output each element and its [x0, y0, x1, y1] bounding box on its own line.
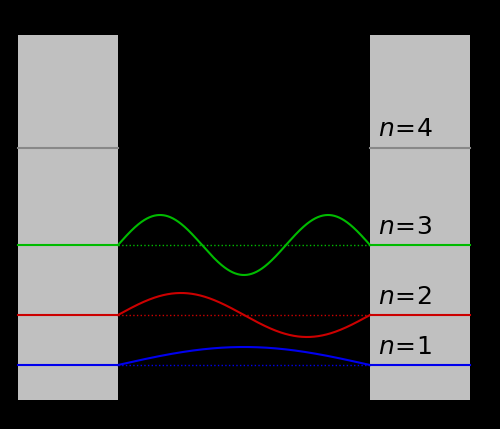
Text: $n\!=\!1$: $n\!=\!1$ — [378, 335, 432, 359]
Text: $n\!=\!2$: $n\!=\!2$ — [378, 286, 432, 308]
Text: $n\!=\!4$: $n\!=\!4$ — [378, 118, 433, 142]
Bar — [370, 35, 470, 400]
Text: $n\!=\!3$: $n\!=\!3$ — [378, 215, 432, 239]
Bar — [18, 35, 118, 400]
